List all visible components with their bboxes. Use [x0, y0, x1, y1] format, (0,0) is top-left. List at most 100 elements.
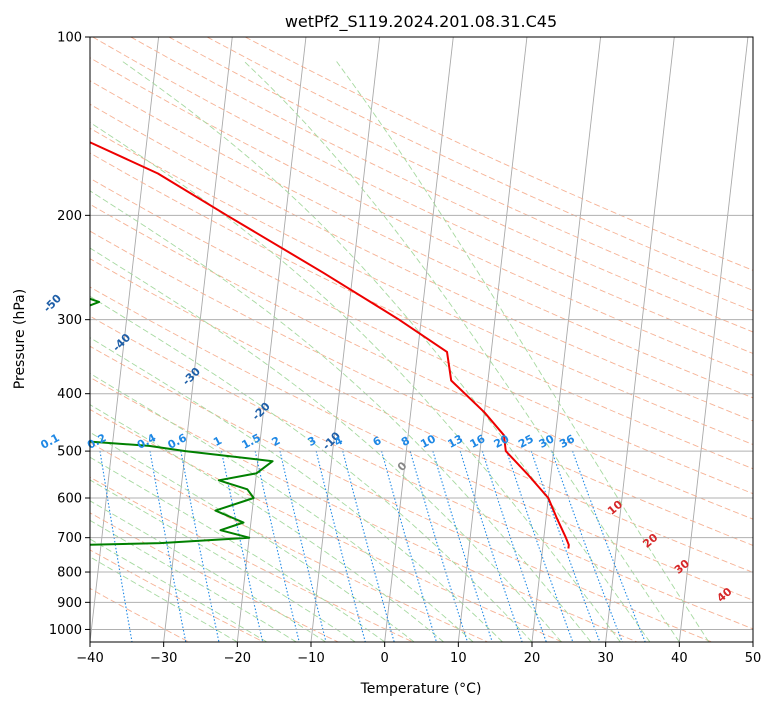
isotherm-label: -40 [110, 331, 133, 354]
mixing-ratio-line [220, 450, 264, 642]
moist-adiabat-line [90, 404, 444, 642]
moist-adiabat-line [90, 372, 474, 642]
x-tick-label: −20 [224, 651, 251, 666]
y-tick-label: 900 [57, 596, 82, 611]
isotherm-line [752, 638, 753, 642]
x-tick-label: −30 [150, 651, 177, 666]
y-tick-label: 200 [57, 209, 82, 224]
moist-adiabat-line [90, 337, 503, 642]
y-tick-label: 100 [57, 31, 82, 46]
x-tick-label: 50 [745, 651, 762, 666]
profile-lines [90, 141, 570, 549]
dry-adiabat-line [90, 203, 753, 520]
moist-adiabat-line [122, 61, 651, 642]
dry-adiabat-line [90, 345, 712, 642]
dry-adiabat-line [90, 376, 638, 642]
moist-adiabat-line [244, 61, 680, 642]
mixing-ratio-line [530, 450, 601, 642]
x-tick-label: 0 [381, 651, 389, 666]
x-axis-label: Temperature (°C) [360, 681, 482, 697]
moist-adiabat-line [90, 519, 297, 642]
x-tick-label: 40 [671, 651, 688, 666]
mixing-ratio-label: 36 [557, 432, 577, 451]
y-tick-label: 500 [57, 445, 82, 460]
mixing-ratio-line [381, 450, 437, 642]
dry-adiabat-line [168, 37, 753, 312]
dry-adiabat-line [90, 177, 753, 495]
moist-adiabat-label: 10 [605, 498, 625, 518]
isotherm-line [236, 37, 307, 642]
moist-adiabat-label: 30 [672, 557, 692, 577]
mixing-ratio-line [506, 450, 574, 642]
moist-adiabat-line [90, 247, 562, 642]
mixing-ratio-label: 30 [537, 432, 557, 451]
x-tick-label: 20 [524, 651, 541, 666]
mixing-ratio-line [409, 450, 469, 642]
y-tick-label: 700 [57, 531, 82, 546]
mixing-ratio-line [459, 450, 523, 642]
temperature-profile-line [90, 141, 570, 549]
mixing-ratio-label: 2 [270, 434, 283, 449]
mixing-ratio-line [254, 450, 300, 642]
moist-adiabat-line [90, 556, 238, 642]
y-tick-label: 400 [57, 387, 82, 402]
dry-adiabat-line [90, 57, 753, 376]
mixing-ratio-line [432, 450, 493, 642]
mixing-ratio-line [572, 450, 646, 642]
isotherm-line [0, 37, 11, 642]
isotherm-line [90, 37, 160, 642]
isotherm-line [605, 37, 675, 642]
y-tick-label: 600 [57, 492, 82, 507]
mixing-ratio-line [180, 450, 220, 642]
dry-adiabat-line [90, 258, 753, 573]
plot-frame [89, 36, 754, 643]
x-tick-label: −10 [297, 651, 324, 666]
moist-adiabat-lines [90, 61, 710, 642]
isotherm-label: -50 [41, 292, 64, 315]
dry-adiabat-line [90, 286, 753, 601]
mixing-ratio-label: 6 [371, 434, 384, 449]
dry-adiabat-line [90, 512, 339, 642]
mixing-ratio-label: 16 [468, 432, 488, 451]
moist-adiabat-line [336, 61, 710, 642]
dry-adiabat-line [90, 476, 414, 642]
moist-adiabat-label: 40 [715, 585, 735, 605]
isotherm-line [163, 37, 233, 642]
y-tick-label: 800 [57, 566, 82, 581]
moist-adiabat-line [90, 295, 533, 642]
dry-adiabat-line [90, 408, 563, 642]
x-tick-label: 30 [597, 651, 614, 666]
mixing-ratio-label: 1 [211, 434, 224, 449]
mixing-ratio-line [342, 450, 395, 642]
mixing-ratio-label: 20 [492, 432, 512, 451]
dry-adiabat-line [90, 80, 753, 399]
mixing-ratio-line [53, 451, 82, 642]
moist-adiabat-line [90, 121, 621, 642]
mixing-ratio-label: 0.2 [85, 431, 108, 452]
isotherm-line [457, 37, 528, 642]
dry-adiabat-line [130, 37, 753, 333]
dry-adiabat-line [90, 103, 753, 422]
mixing-ratio-line [481, 450, 547, 642]
mixing-ratio-lines [53, 450, 646, 642]
isotherm-line [384, 37, 454, 642]
mixing-ratio-label: 13 [446, 432, 466, 451]
dry-adiabat-line [206, 37, 753, 291]
moist-adiabat-line [90, 456, 385, 642]
y-tick-label: 300 [57, 313, 82, 328]
dry-adiabat-line [90, 315, 753, 630]
y-tick-label: 1000 [49, 623, 82, 638]
isotherm-line [678, 37, 749, 642]
mixing-ratio-line [315, 450, 366, 642]
x-tick-label: 10 [450, 651, 467, 666]
mixing-ratio-line [99, 451, 133, 642]
dry-adiabat-line [90, 442, 488, 642]
isotherm-line [310, 37, 381, 642]
x-tick-label: −40 [76, 651, 103, 666]
mixing-ratio-label: 25 [516, 432, 536, 451]
chart-title: wetPf2_S119.2024.201.08.31.C45 [285, 12, 557, 32]
moist-adiabat-line [90, 190, 592, 642]
isotherm-label: -20 [250, 400, 273, 423]
